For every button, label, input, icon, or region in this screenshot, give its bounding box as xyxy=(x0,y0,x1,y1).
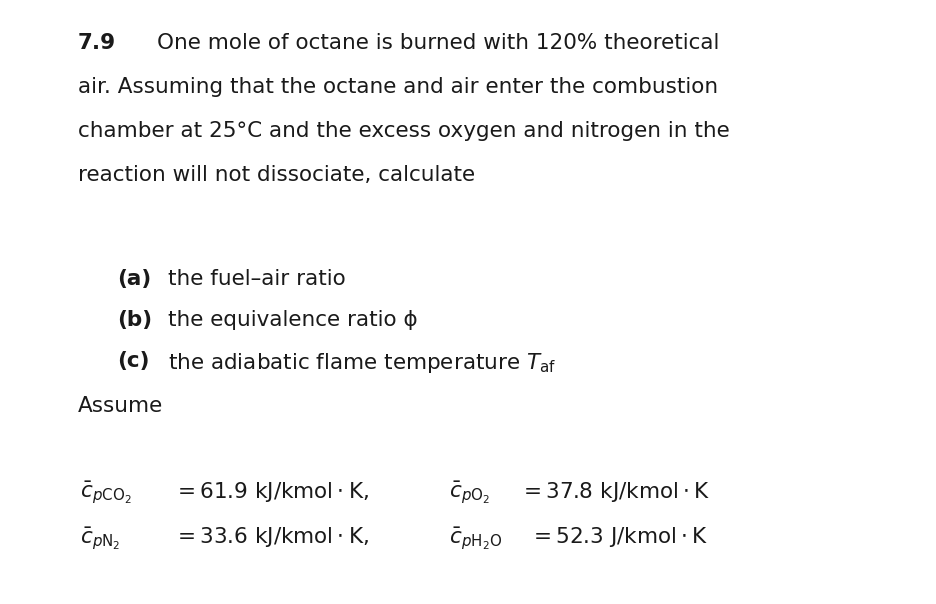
Text: Assume: Assume xyxy=(78,396,163,416)
Text: (a): (a) xyxy=(117,269,152,289)
Text: 7.9: 7.9 xyxy=(78,33,116,53)
Text: the fuel–air ratio: the fuel–air ratio xyxy=(168,269,346,289)
Text: reaction will not dissociate, calculate: reaction will not dissociate, calculate xyxy=(78,165,475,185)
Text: chamber at 25°C and the excess oxygen and nitrogen in the: chamber at 25°C and the excess oxygen an… xyxy=(78,121,729,141)
Text: the adiabatic flame temperature $T_{\mathrm{af}}$: the adiabatic flame temperature $T_{\mat… xyxy=(168,351,557,375)
Text: $= 33.6\ \mathrm{kJ/kmol \cdot K,}$: $= 33.6\ \mathrm{kJ/kmol \cdot K,}$ xyxy=(173,525,369,550)
Text: (b): (b) xyxy=(117,310,153,330)
Text: One mole of octane is burned with 120% theoretical: One mole of octane is burned with 120% t… xyxy=(157,33,720,53)
Text: $= 61.9\ \mathrm{kJ/kmol \cdot K,}$: $= 61.9\ \mathrm{kJ/kmol \cdot K,}$ xyxy=(173,480,369,504)
Text: the equivalence ratio ϕ: the equivalence ratio ϕ xyxy=(168,310,418,330)
Text: $= 37.8\ \mathrm{kJ/kmol \cdot K}$: $= 37.8\ \mathrm{kJ/kmol \cdot K}$ xyxy=(519,480,710,504)
Text: (c): (c) xyxy=(117,351,150,371)
Text: $\bar{c}_{p\mathrm{H_2O}}$: $\bar{c}_{p\mathrm{H_2O}}$ xyxy=(449,525,503,553)
Text: air. Assuming that the octane and air enter the combustion: air. Assuming that the octane and air en… xyxy=(78,77,718,97)
Text: $= 52.3\ \mathrm{J/kmol \cdot K}$: $= 52.3\ \mathrm{J/kmol \cdot K}$ xyxy=(529,525,708,550)
Text: $\bar{c}_{p\mathrm{O_2}}$: $\bar{c}_{p\mathrm{O_2}}$ xyxy=(449,480,490,507)
Text: $\bar{c}_{p\mathrm{CO_2}}$: $\bar{c}_{p\mathrm{CO_2}}$ xyxy=(80,480,131,507)
Text: $\bar{c}_{p\mathrm{N_2}}$: $\bar{c}_{p\mathrm{N_2}}$ xyxy=(80,525,120,553)
